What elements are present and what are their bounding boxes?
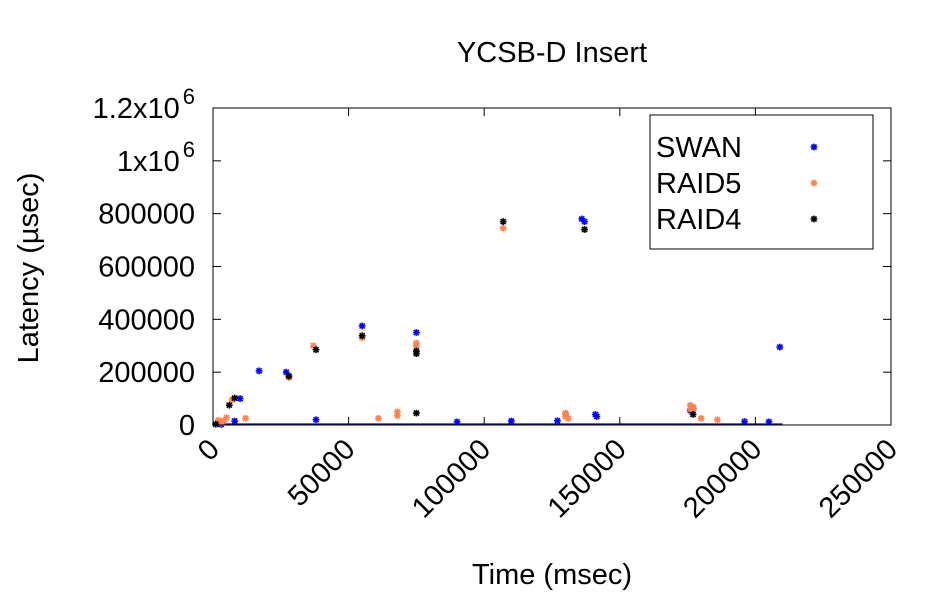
raid4-point	[312, 346, 320, 354]
swan-point	[413, 329, 420, 336]
legend-label-swan: SWAN	[656, 132, 742, 164]
legend-marker-swan	[810, 143, 818, 151]
x-tick-label: 200000	[677, 433, 768, 524]
plot-area-frame	[212, 107, 892, 426]
raid5-point	[499, 224, 507, 232]
raid4-point	[689, 411, 697, 418]
swan-point	[231, 417, 239, 425]
swan-point	[776, 343, 784, 351]
swan-point	[453, 418, 461, 426]
raid5-point	[714, 416, 721, 424]
raid5-point	[375, 414, 382, 422]
y-tick-label: 400000	[98, 304, 195, 336]
swan-point	[255, 367, 263, 375]
y-tick-label: 600000	[98, 252, 195, 284]
swan-point	[312, 416, 320, 424]
swan-point	[741, 418, 748, 425]
raid4-point	[358, 332, 366, 340]
swan-point	[554, 417, 561, 425]
raid5-point	[223, 414, 230, 422]
raid4-point	[499, 218, 507, 225]
raid5-point	[394, 408, 401, 416]
chart-title: YCSB-D Insert	[457, 37, 647, 69]
y-tick-label: 1x10 6	[117, 137, 195, 178]
legend-box	[649, 114, 874, 250]
raid5-point	[562, 411, 569, 418]
y-tick-label: 800000	[98, 199, 195, 231]
x-tick-label: 50000	[282, 433, 362, 513]
swan-point	[358, 322, 366, 330]
swan-point	[507, 417, 515, 425]
y-axis-label: Latency (µsec)	[13, 173, 45, 364]
swan-point	[765, 418, 773, 426]
raid4-point	[285, 372, 293, 380]
baseline-band	[213, 423, 783, 425]
raid5-point	[564, 414, 572, 422]
legend-marker-raid4	[810, 215, 818, 223]
legend-label-raid4: RAID4	[656, 204, 741, 236]
raid5-point	[242, 414, 249, 422]
y-tick-label: 0	[179, 410, 195, 442]
y-tick-exponent: 6	[183, 137, 195, 162]
x-axis-label: Time (msec)	[472, 559, 632, 591]
x-tick-label: 100000	[406, 433, 497, 524]
y-tick-exponent: 6	[183, 84, 195, 109]
swan-point	[581, 218, 588, 225]
x-tick-label: 150000	[542, 433, 633, 524]
swan-point	[236, 395, 244, 402]
raid5-point	[413, 342, 420, 350]
raid5-point	[689, 403, 697, 411]
swan-point	[593, 413, 601, 420]
raid4-point	[413, 409, 420, 417]
raid5-point	[697, 414, 705, 422]
x-tick-label: 250000	[813, 433, 904, 524]
legend-label-raid5: RAID5	[656, 168, 741, 200]
legend: SWAN RAID5 RAID4	[649, 114, 874, 250]
y-tick-label: 1.2x10 6	[93, 84, 195, 125]
raid4-point	[212, 420, 220, 428]
raid4-point	[413, 350, 420, 358]
legend-marker-raid5	[810, 179, 818, 187]
y-tick-label: 200000	[98, 357, 195, 389]
raid4-point	[225, 401, 233, 409]
x-tick-label: 0	[192, 433, 226, 467]
raid4-point	[581, 226, 588, 233]
raid4-point	[231, 394, 239, 402]
